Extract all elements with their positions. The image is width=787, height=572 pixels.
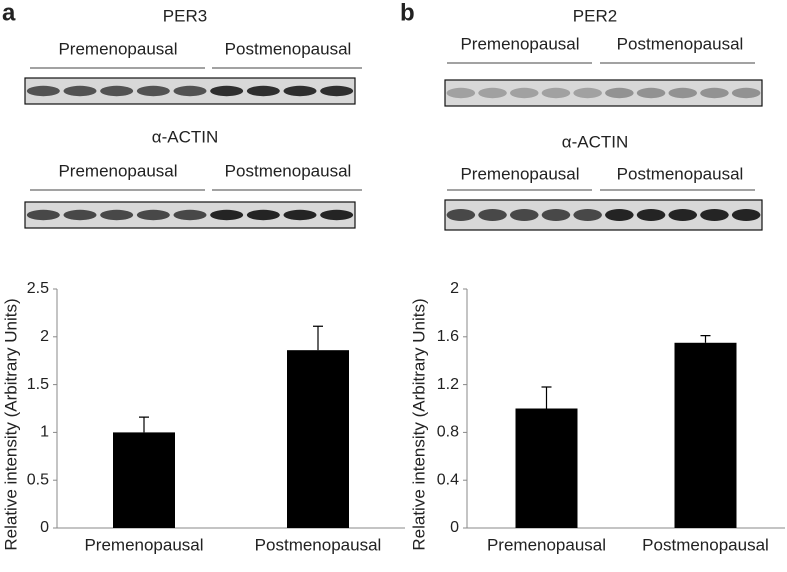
y-tick-label: 1.6 — [437, 328, 459, 345]
blot-band — [668, 87, 698, 99]
bar — [515, 408, 578, 528]
blot-band — [731, 209, 761, 221]
blot-band — [446, 87, 476, 99]
y-axis-label: Relative intensity (Arbitrary Units) — [1, 298, 20, 550]
y-tick-label: 0.8 — [437, 424, 459, 441]
y-tick-label: 0.5 — [27, 471, 49, 488]
x-tick-label: Premenopausal — [84, 535, 203, 554]
group-label: Premenopausal — [460, 34, 579, 53]
blot-band — [700, 209, 729, 221]
blot-band — [700, 87, 729, 99]
protein-label: PER3 — [163, 6, 207, 25]
blot-band — [136, 209, 170, 221]
error-bar — [313, 325, 323, 351]
blot-band — [731, 87, 761, 99]
y-tick-label: 2 — [40, 328, 49, 345]
blot-band — [63, 85, 97, 97]
blot-band — [605, 87, 634, 99]
blot-band — [636, 209, 666, 221]
blot-band — [173, 209, 207, 221]
y-tick-label: 2.5 — [27, 280, 49, 297]
blot-band — [173, 85, 207, 97]
y-tick-label: 0 — [450, 519, 459, 536]
y-axis-label: Relative intensity (Arbitrary Units) — [409, 298, 428, 550]
blot-band — [636, 87, 666, 99]
blot-band — [605, 209, 634, 221]
blot-band — [283, 209, 317, 221]
y-tick-label: 0 — [40, 519, 49, 536]
group-label: Premenopausal — [58, 161, 177, 180]
blot-band — [320, 209, 354, 221]
blot-band — [100, 209, 134, 221]
y-tick-label: 2 — [450, 280, 459, 297]
blot-band — [246, 85, 280, 97]
blot-band — [541, 87, 571, 99]
x-tick-label: Postmenopausal — [642, 535, 769, 554]
y-tick-label: 1.2 — [437, 376, 459, 393]
blot-band — [136, 85, 170, 97]
blot-image — [444, 79, 763, 107]
error-bar — [700, 335, 711, 343]
blot-band — [320, 85, 354, 97]
panel-label: b — [400, 0, 415, 26]
x-tick-label: Postmenopausal — [255, 535, 382, 554]
blot-band — [283, 85, 317, 97]
group-label: Premenopausal — [460, 164, 579, 183]
control-label: α-ACTIN — [562, 132, 629, 151]
y-tick-label: 1.5 — [27, 376, 49, 393]
blot-band — [63, 209, 97, 221]
blot-band — [573, 87, 602, 99]
group-label: Postmenopausal — [617, 34, 744, 53]
blot-band — [210, 209, 244, 221]
blot-band — [26, 209, 60, 221]
y-tick-label: 1 — [40, 424, 49, 441]
group-label: Postmenopausal — [225, 161, 352, 180]
bar — [674, 342, 737, 528]
panel-label: a — [2, 0, 16, 26]
error-bar — [139, 416, 149, 433]
blot-band — [446, 209, 476, 221]
y-tick-label: 0.4 — [437, 471, 459, 488]
blot-band — [509, 87, 539, 99]
blot-band — [478, 87, 507, 99]
bar — [287, 350, 349, 528]
blot-band — [210, 85, 244, 97]
blot-band — [478, 209, 507, 221]
blot-band — [668, 209, 698, 221]
x-tick-label: Premenopausal — [487, 535, 606, 554]
blot-band — [246, 209, 280, 221]
error-bar — [541, 386, 552, 409]
group-label: Premenopausal — [58, 39, 177, 58]
group-label: Postmenopausal — [225, 39, 352, 58]
group-label: Postmenopausal — [617, 164, 744, 183]
blot-band — [541, 209, 571, 221]
protein-label: PER2 — [573, 6, 617, 25]
control-label: α-ACTIN — [152, 127, 219, 146]
blot-band — [573, 209, 602, 221]
blot-band — [26, 85, 60, 97]
blot-band — [509, 209, 539, 221]
blot-band — [100, 85, 134, 97]
bar — [113, 432, 175, 528]
